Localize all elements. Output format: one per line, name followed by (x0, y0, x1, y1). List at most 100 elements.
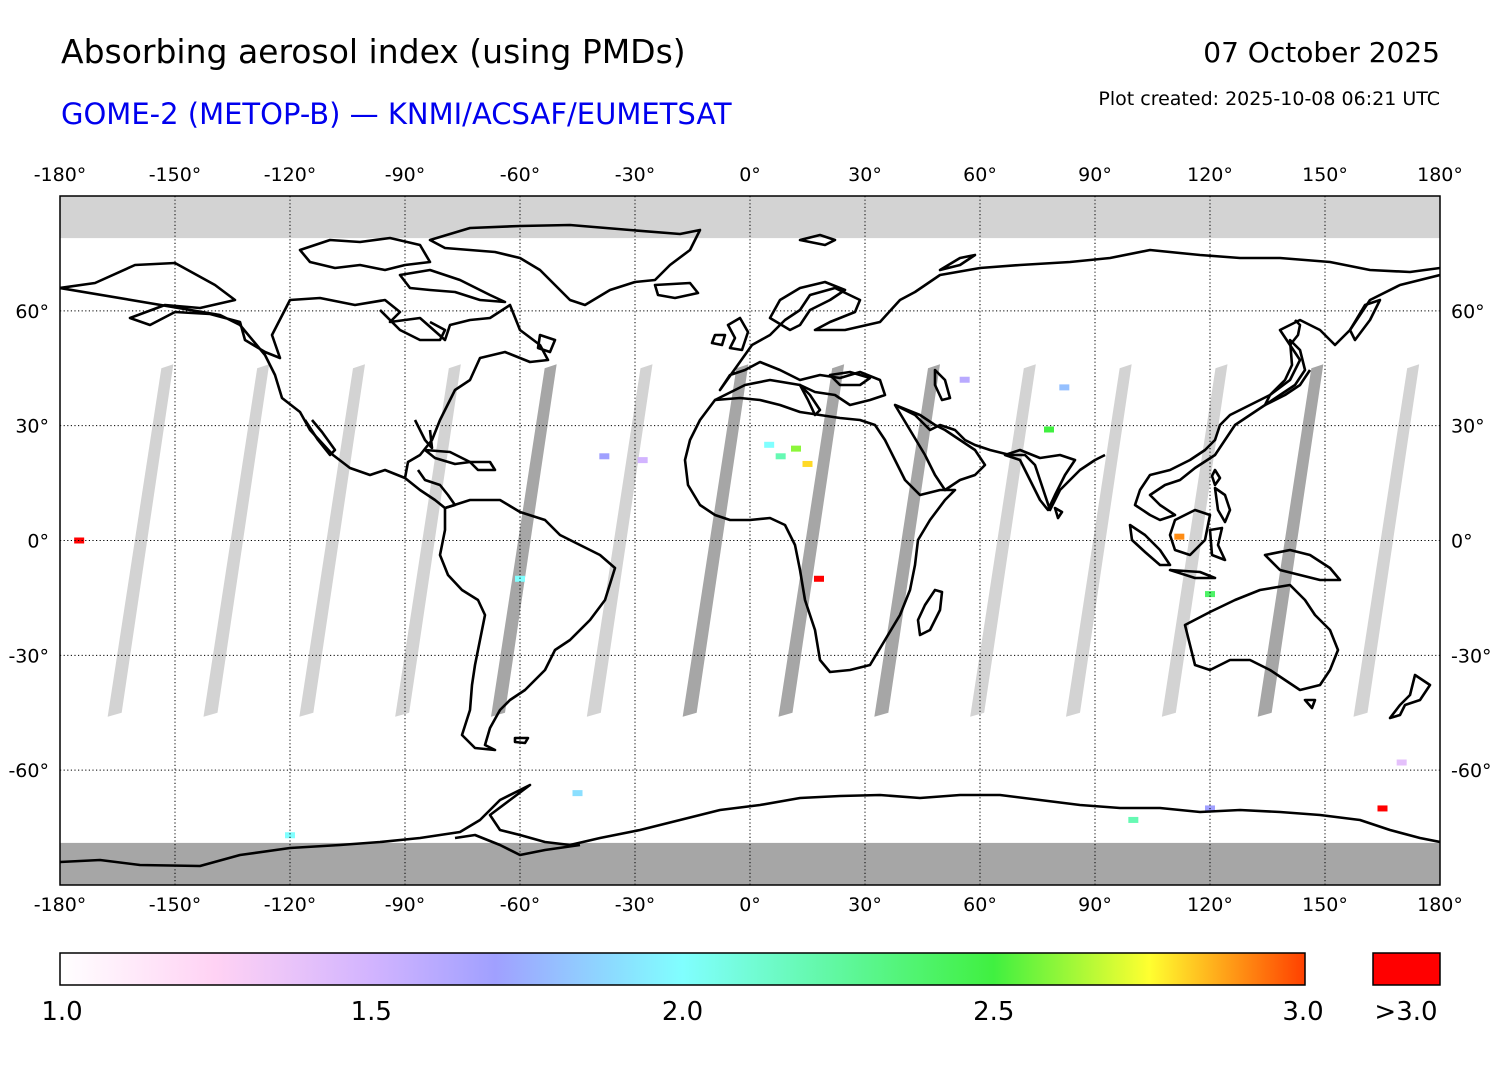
aerosol-pixel (791, 445, 801, 452)
lon-tick-label: 60° (963, 894, 997, 916)
coastline-africa (683, 396, 957, 674)
coastline-falklands (513, 736, 530, 745)
coastline-south-america (438, 498, 617, 752)
observation-date: 07 October 2025 (1203, 36, 1440, 69)
colorbar-gradient (59, 952, 1306, 986)
lon-tick-label: 0° (739, 894, 761, 916)
lon-tick-label: 60° (963, 164, 997, 186)
lon-tick-label: 30° (848, 164, 882, 186)
lat-tick-labels-right: 60° 30° 0° -30° -60° (1451, 301, 1492, 782)
lon-tick-labels-top: -180° -150° -120° -90° -60° -30° 0° 30° 60° 90° 12… (34, 164, 1463, 186)
coastline-sulawesi (1208, 526, 1227, 562)
coastline-scandinavia (768, 280, 847, 332)
lat-tick-label: -60° (1451, 760, 1492, 782)
coastline-italy (798, 383, 822, 417)
coastline-kamchatka (1348, 298, 1382, 342)
aerosol-pixel (814, 575, 824, 582)
orbit-gap (586, 364, 653, 717)
colorbar-overflow-swatch (1372, 952, 1441, 986)
coastline-antarctic-peninsula (454, 833, 581, 857)
lat-tick-labels-left: 60° 30° 0° -30° -60° (8, 301, 49, 782)
lon-tick-label: -120° (264, 164, 317, 186)
coastline-arctic-islands (298, 236, 432, 272)
aerosol-pixel (1377, 805, 1388, 812)
plot-created-timestamp: Plot created: 2025-10-08 06:21 UTC (1098, 88, 1440, 110)
orbit-gap (1257, 364, 1324, 717)
coastline-sakhalin (1288, 319, 1302, 346)
coastline-north-america (60, 261, 550, 480)
coastline-taiwan (1210, 468, 1222, 487)
coastline-java (1168, 568, 1217, 580)
orbit-gap (491, 364, 557, 717)
polar-no-data-north (60, 196, 1440, 239)
coastline-sri-lanka (1053, 506, 1064, 520)
colorbar-tick-label: 1.0 (41, 997, 82, 1027)
coastline-philippines (1213, 486, 1232, 524)
lon-tick-label: -180° (34, 894, 87, 916)
lat-tick-label: -30° (1451, 645, 1492, 667)
lon-tick-label: 150° (1302, 164, 1348, 186)
lat-tick-label: 0° (27, 531, 49, 553)
coastline-novaya-zemlya (938, 253, 977, 272)
colorbar-tick-label: 3.0 (1282, 997, 1323, 1027)
colorbar-tick-label: 2.0 (662, 997, 703, 1027)
coastline-japan (1263, 338, 1307, 407)
coastline-cuba (423, 448, 472, 466)
coastline-borneo (1168, 508, 1212, 557)
lon-tick-label: 150° (1302, 894, 1348, 916)
coastline-florida (413, 419, 434, 450)
coastline-newfoundland (536, 333, 557, 354)
coastline-australia (1183, 583, 1340, 692)
lon-tick-label: 120° (1187, 164, 1233, 186)
lon-tick-label: -150° (149, 894, 202, 916)
lon-tick-label: -120° (264, 894, 317, 916)
colorbar-overflow-label: >3.0 (1374, 997, 1437, 1027)
orbit-gap (778, 364, 845, 717)
coastline-baja (303, 419, 337, 457)
aerosol-pixel (1174, 533, 1185, 540)
coastline-greenland (428, 223, 702, 307)
lon-tick-label: 0° (739, 164, 761, 186)
lon-tick-label: -90° (385, 894, 426, 916)
lon-tick-label: 180° (1417, 894, 1463, 916)
orbit-gap (1066, 364, 1132, 717)
chart-title: Absorbing aerosol index (using PMDs) (61, 32, 686, 71)
polar-no-data-south (60, 842, 1440, 885)
aerosol-pixel (599, 453, 610, 460)
colorbar-tick-label: 1.5 (351, 997, 392, 1027)
aerosol-pixel (285, 832, 295, 839)
aerosol-pixel (764, 441, 775, 448)
lat-tick-label: -30° (8, 645, 49, 667)
lon-tick-label: -150° (149, 164, 202, 186)
lat-tick-label: -60° (8, 760, 49, 782)
lon-tick-label: 180° (1417, 164, 1463, 186)
lon-tick-label: -60° (500, 164, 541, 186)
aerosol-pixel (775, 453, 786, 460)
lat-tick-label: 30° (1451, 416, 1485, 438)
lon-tick-label: -90° (385, 164, 426, 186)
lon-tick-label: 90° (1078, 894, 1112, 916)
aerosol-pixel (959, 376, 970, 383)
aerosol-pixel (1044, 426, 1054, 433)
aerosol-pixel (802, 460, 813, 467)
coastline-antarctica (60, 783, 1440, 868)
orbit-gap (203, 364, 270, 717)
aerosol-pixel (637, 457, 648, 464)
lon-tick-label: -30° (615, 164, 656, 186)
lon-tick-label: 120° (1187, 894, 1233, 916)
map-content (60, 196, 1440, 885)
aerosol-pixel (1059, 384, 1070, 391)
coastline-caspian (933, 368, 952, 402)
orbit-gap (107, 364, 174, 717)
lat-tick-label: 0° (1451, 531, 1473, 553)
lon-tick-label: 90° (1078, 164, 1112, 186)
aerosol-pixel (572, 790, 583, 797)
coastline-british-isles (710, 316, 750, 352)
map-frame (59, 195, 1441, 886)
lon-tick-label: -180° (34, 164, 87, 186)
orbit-gap (970, 364, 1036, 717)
orbit-gap (1353, 364, 1420, 717)
coastlines (60, 223, 1440, 868)
coastline-madagascar (916, 588, 944, 637)
